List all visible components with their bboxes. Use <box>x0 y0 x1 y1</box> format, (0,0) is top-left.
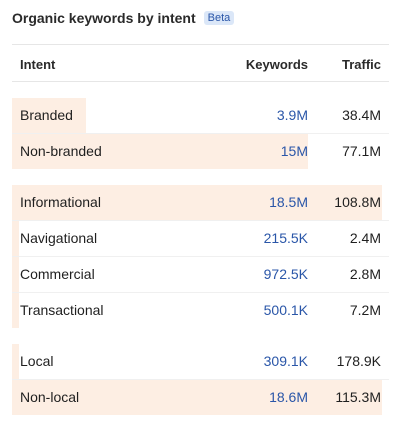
keywords-value-link[interactable]: 972.5K <box>263 266 308 282</box>
traffic-value: 38.4M <box>342 107 381 123</box>
traffic-value: 2.8M <box>349 266 381 282</box>
beta-badge: Beta <box>203 11 235 25</box>
traffic-share-bar <box>12 98 86 133</box>
intent-label: Non-local <box>20 389 80 405</box>
keywords-value-link[interactable]: 18.6M <box>269 389 308 405</box>
traffic-value: 77.1M <box>342 143 381 159</box>
traffic-value: 2.4M <box>349 230 381 246</box>
card-header: Organic keywords by intent Beta <box>12 10 235 26</box>
table-row: Transactional 500.1K 7.2M <box>12 292 389 328</box>
table-row: Non-branded 15M 77.1M <box>12 133 389 169</box>
traffic-share-bar <box>12 380 382 415</box>
intent-label: Navigational <box>20 230 98 246</box>
traffic-share-bar <box>12 344 20 379</box>
traffic-share-bar <box>12 185 382 220</box>
intent-group: Local 309.1K 178.9K Non-local 18.6M 115.3M <box>12 344 389 415</box>
table-row: Navigational 215.5K 2.4M <box>12 220 389 256</box>
keywords-value-link[interactable]: 18.5M <box>269 194 308 210</box>
table-header: Intent Keywords Traffic <box>12 44 389 82</box>
table-row: Non-local 18.6M 115.3M <box>12 379 389 415</box>
traffic-share-bar <box>12 134 308 169</box>
intent-group: Informational 18.5M 108.8M Navigational 215.… <box>12 185 389 328</box>
traffic-share-bar <box>12 293 20 328</box>
table-row: Informational 18.5M 108.8M <box>12 185 389 220</box>
intent-group: Branded 3.9M 38.4M Non-branded 15M 77.1M <box>12 98 389 169</box>
keywords-value-link[interactable]: 15M <box>280 143 308 159</box>
table-body: Branded 3.9M 38.4M Non-branded 15M 77.1M Infor… <box>12 98 389 415</box>
intent-table: Intent Keywords Traffic Branded 3.9M 38.4M… <box>12 44 389 415</box>
header-keywords[interactable]: Keywords <box>245 57 308 72</box>
intent-label: Non-branded <box>20 143 102 159</box>
header-traffic[interactable]: Traffic <box>341 57 381 72</box>
keywords-value-link[interactable]: 3.9M <box>276 107 308 123</box>
keywords-value-link[interactable]: 500.1K <box>263 302 308 318</box>
traffic-value: 115.3M <box>335 389 381 405</box>
table-row: Branded 3.9M 38.4M <box>12 98 389 133</box>
traffic-value: 108.8M <box>334 194 381 210</box>
table-row: Commercial 972.5K 2.8M <box>12 256 389 292</box>
keywords-value-link[interactable]: 215.5K <box>263 230 308 246</box>
intent-label: Branded <box>20 107 73 123</box>
traffic-share-bar <box>12 221 20 256</box>
table-row: Local 309.1K 178.9K <box>12 344 389 379</box>
intent-label: Transactional <box>20 302 104 318</box>
traffic-share-bar <box>12 257 20 292</box>
intent-label: Commercial <box>20 266 95 282</box>
header-intent: Intent <box>20 57 56 72</box>
keywords-value-link[interactable]: 309.1K <box>263 353 308 369</box>
traffic-value: 178.9K <box>336 353 381 369</box>
intent-label: Informational <box>20 194 101 210</box>
intent-label: Local <box>20 353 54 369</box>
card-title: Organic keywords by intent <box>12 10 196 26</box>
traffic-value: 7.2M <box>349 302 381 318</box>
